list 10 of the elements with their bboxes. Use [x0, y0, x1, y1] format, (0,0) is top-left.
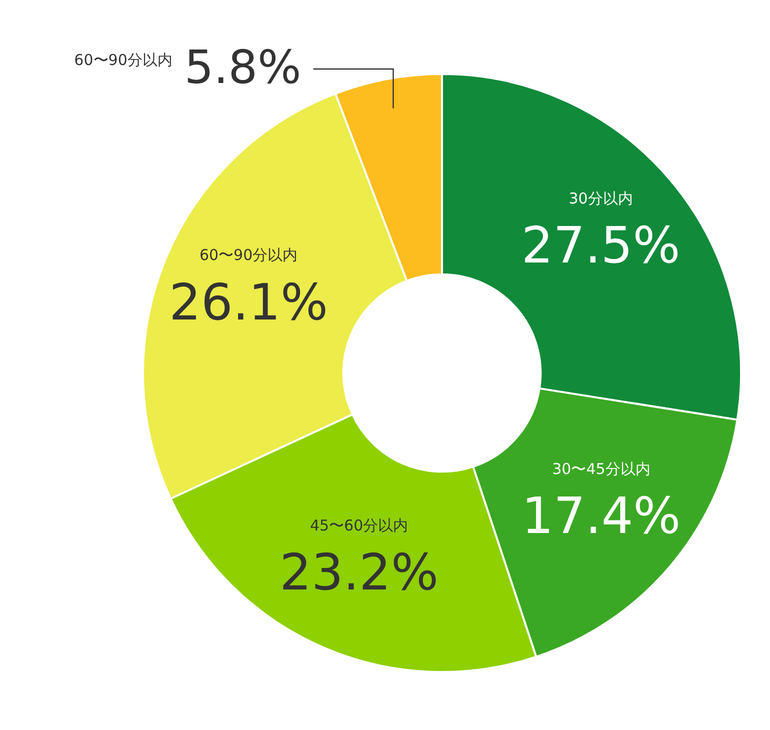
data-label: 27.5% [521, 216, 680, 274]
slice-label: 60〜90分以内 [199, 246, 298, 264]
data-label: 23.2% [280, 544, 438, 602]
data-label: 5.8% [184, 40, 302, 94]
slice-label: 30〜45分以内 [552, 460, 650, 478]
slice-label: 45〜60分以内 [310, 516, 408, 535]
slice-label: 60〜90分以内 [74, 50, 172, 69]
data-label: 26.1% [169, 273, 328, 332]
slice-label: 30分以内 [568, 189, 633, 208]
data-label: 17.4% [522, 487, 681, 546]
